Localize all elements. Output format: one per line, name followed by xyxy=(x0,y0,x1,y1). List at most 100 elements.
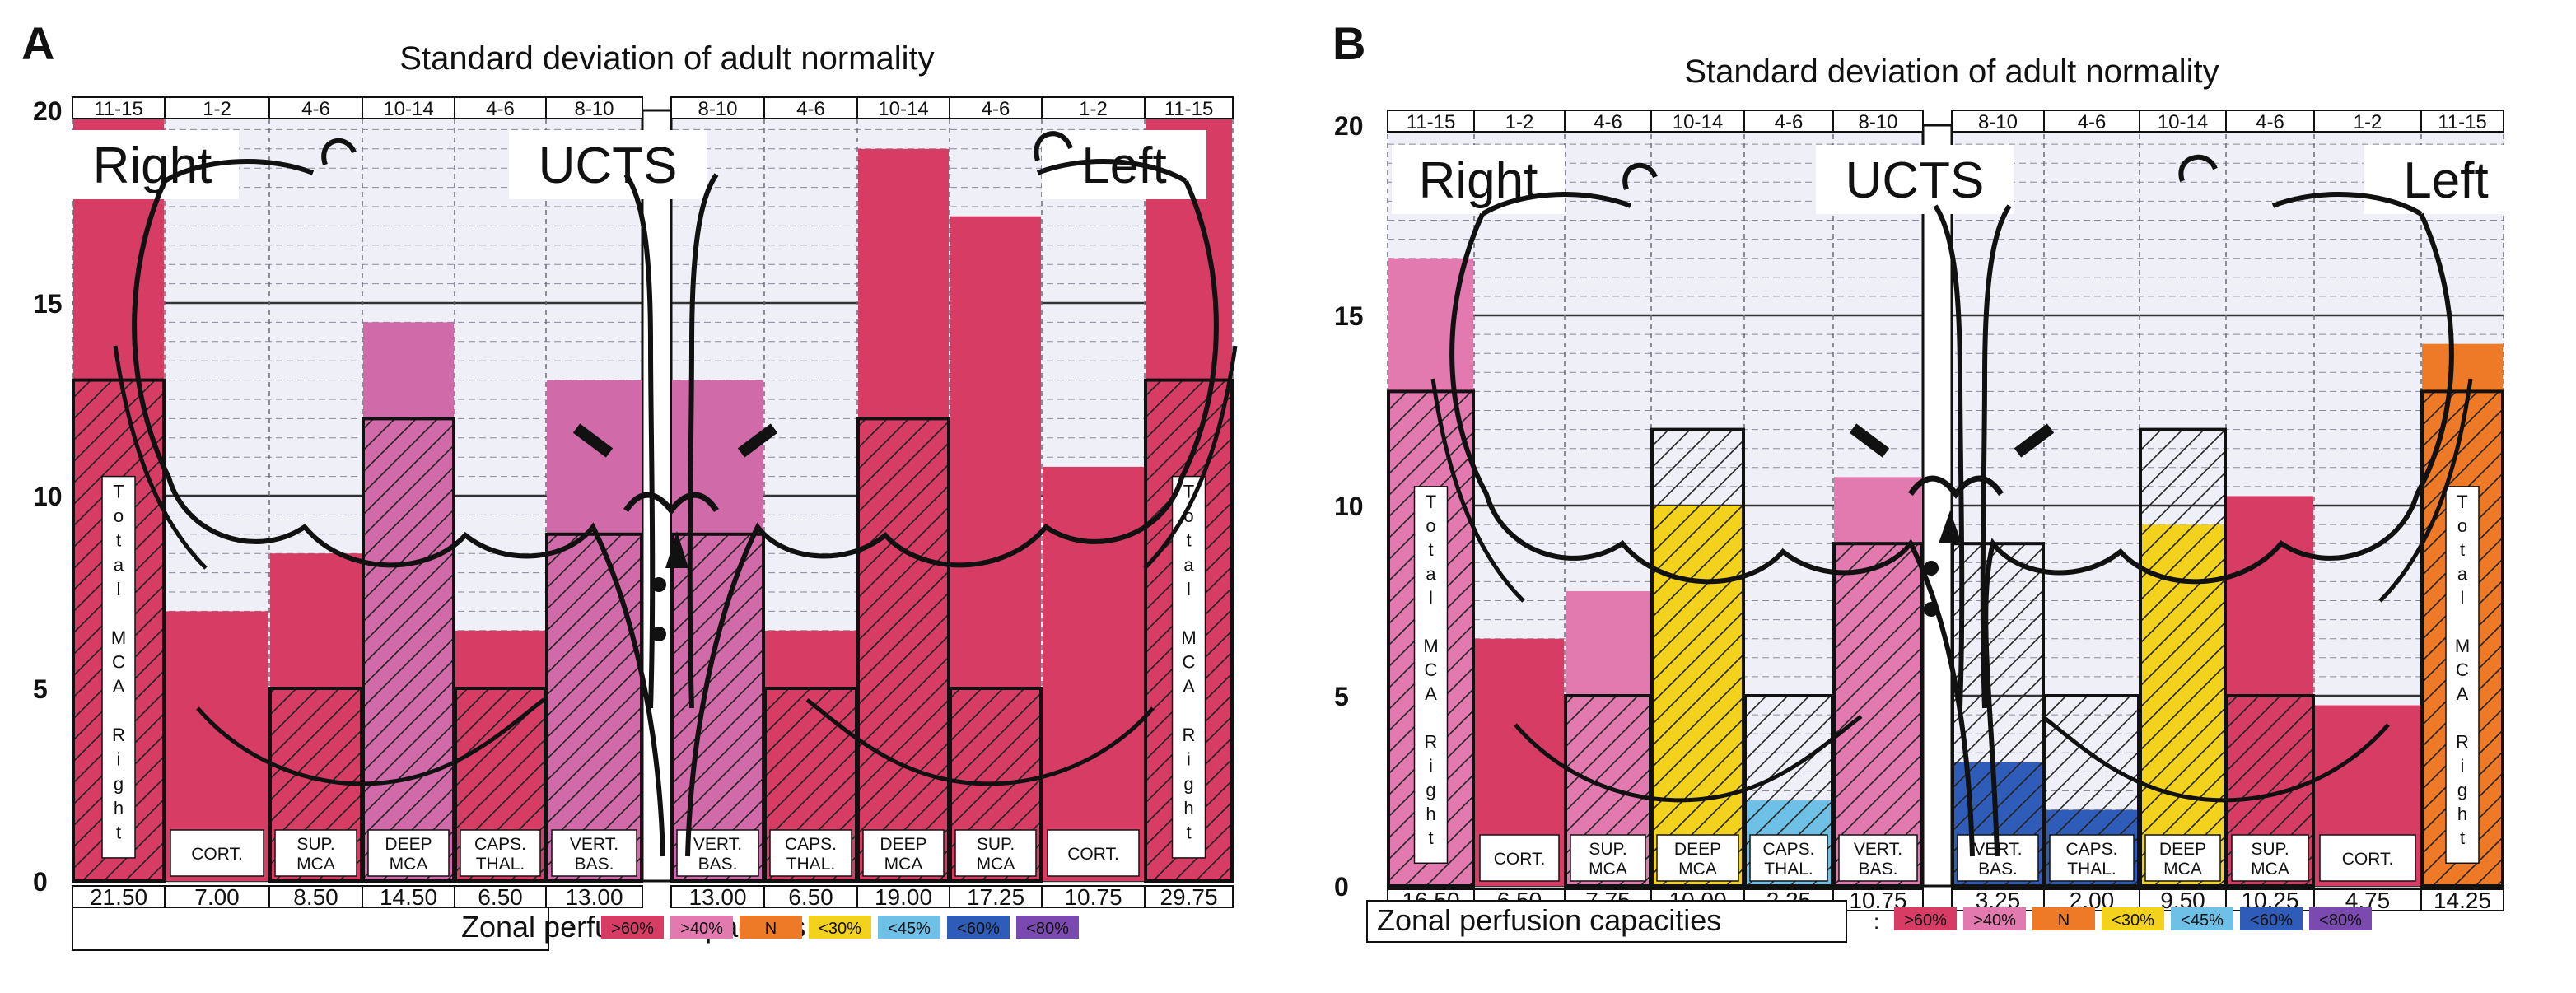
legend-swatch xyxy=(2171,907,2233,930)
age-group-cell xyxy=(1564,110,1652,133)
y-tick-label: 15 xyxy=(33,289,63,319)
legend-label: <80% xyxy=(2319,911,2362,930)
age-group-label: 10-14 xyxy=(878,98,928,120)
zone-label-box xyxy=(1047,829,1140,877)
age-group-cell xyxy=(949,96,1043,119)
data-label: 6.50 xyxy=(788,884,833,910)
age-group-cell xyxy=(1473,110,1566,133)
footer-label: Zonal perfusion capacities xyxy=(1377,903,1721,937)
y-tick-label: 0 xyxy=(33,867,48,897)
data-label: 13.00 xyxy=(565,884,623,910)
legend-separator-a: : xyxy=(568,916,574,940)
legend-label: N xyxy=(765,920,777,938)
age-group-cell xyxy=(72,96,166,119)
legend-label: >60% xyxy=(1904,911,1947,930)
age-group-label: 10-14 xyxy=(1673,111,1723,133)
legend-label: >40% xyxy=(1973,911,2016,930)
age-group-label: 1-2 xyxy=(1079,98,1108,120)
zone-label-box xyxy=(2144,834,2221,882)
zone-label: CORT. xyxy=(191,845,243,864)
panel-b-title: Standard deviation of adult normality xyxy=(1684,54,2219,90)
legend-label: <45% xyxy=(2181,911,2224,930)
age-group-cell xyxy=(2225,110,2315,133)
data-label: 10.75 xyxy=(1064,884,1122,910)
data-label: 17.25 xyxy=(967,884,1024,910)
y-tick-label: 15 xyxy=(1334,301,1364,331)
zone-label-box xyxy=(1570,834,1646,882)
legend-label: <30% xyxy=(819,920,861,938)
zone-label-box xyxy=(862,829,945,877)
legend-label: <45% xyxy=(888,920,931,938)
value-cell xyxy=(949,885,1043,908)
footer-box xyxy=(1366,900,1847,943)
age-group-label: 11-15 xyxy=(94,98,143,120)
age-group-cell xyxy=(856,96,950,119)
value-cell xyxy=(164,885,270,908)
zone-label-box xyxy=(274,829,357,877)
age-group-cell xyxy=(1387,110,1475,133)
legend-label: <60% xyxy=(2250,911,2293,930)
data-label: 19.00 xyxy=(875,884,932,910)
legend-swatch xyxy=(601,916,664,939)
legend-label: >60% xyxy=(611,920,654,938)
label-ucts-box xyxy=(509,130,707,199)
age-group-label: 8-10 xyxy=(1858,111,1897,133)
data-label: 21.50 xyxy=(90,884,147,910)
midline-band xyxy=(1921,124,1953,888)
age-group-cell xyxy=(1650,110,1745,133)
y-tick-label: 5 xyxy=(1334,682,1349,711)
vertical-label-box xyxy=(1171,475,1206,859)
legend-label: <80% xyxy=(1026,920,1069,938)
y-tick-label: 20 xyxy=(33,96,63,126)
y-tick-label: 20 xyxy=(1334,111,1364,141)
data-label: 7.00 xyxy=(194,884,240,910)
legend-swatch xyxy=(1016,916,1079,939)
age-group-label: 4-6 xyxy=(796,98,825,120)
value-cell xyxy=(1832,888,1924,911)
age-group-cell xyxy=(1041,96,1146,119)
zone-label-box xyxy=(551,829,637,877)
vertical-label-box xyxy=(1413,486,1449,865)
panel-b-letter: B xyxy=(1332,17,1365,69)
data-label: 14.25 xyxy=(2434,888,2491,913)
legend-swatch xyxy=(1894,907,1957,930)
zone-label-box xyxy=(954,829,1037,877)
y-tick-label: 0 xyxy=(1334,872,1349,902)
panel-a-title: Standard deviation of adult normality xyxy=(399,40,934,77)
zone-label: SUP. MCA xyxy=(977,835,1015,874)
data-label: 29.75 xyxy=(1160,884,1217,910)
normal-range-box xyxy=(1832,542,1924,888)
vertical-label-box xyxy=(2445,486,2480,865)
zone-label-box xyxy=(1749,834,1828,882)
value-cell xyxy=(1041,885,1146,908)
panel-b: B Standard deviation of adult normality … xyxy=(1332,17,2528,943)
data-label: 6.50 xyxy=(478,884,523,910)
zone-label: CAPS. THAL. xyxy=(2065,840,2117,879)
legend-label: <30% xyxy=(2112,911,2154,930)
legend-swatch xyxy=(2309,907,2372,930)
value-cell xyxy=(545,885,643,908)
age-group-label: 11-15 xyxy=(1164,98,1214,120)
panel-a-letter: A xyxy=(21,17,54,69)
y-tick-label: 10 xyxy=(33,482,63,511)
age-group-label: 4-6 xyxy=(2256,111,2284,133)
zone-label: VERT. BAS. xyxy=(693,835,742,874)
age-group-label: 1-2 xyxy=(203,98,231,120)
bar xyxy=(1043,466,1144,881)
age-group-cell xyxy=(2420,110,2504,133)
zone-label-box xyxy=(2319,834,2416,882)
zone-label: CORT. xyxy=(2342,850,2394,869)
legend-swatch xyxy=(878,916,940,939)
zone-label: VERT. BAS. xyxy=(1973,840,2022,879)
age-group-label: 1-2 xyxy=(2354,111,2382,133)
legend-swatch xyxy=(947,916,1010,939)
value-cell xyxy=(72,885,166,908)
age-group-cell xyxy=(1144,96,1234,119)
zone-label-box xyxy=(2231,834,2309,882)
age-group-cell xyxy=(1832,110,1924,133)
value-cell xyxy=(268,885,363,908)
zone-label-box xyxy=(1838,834,1918,882)
age-group-label: 8-10 xyxy=(574,98,614,120)
